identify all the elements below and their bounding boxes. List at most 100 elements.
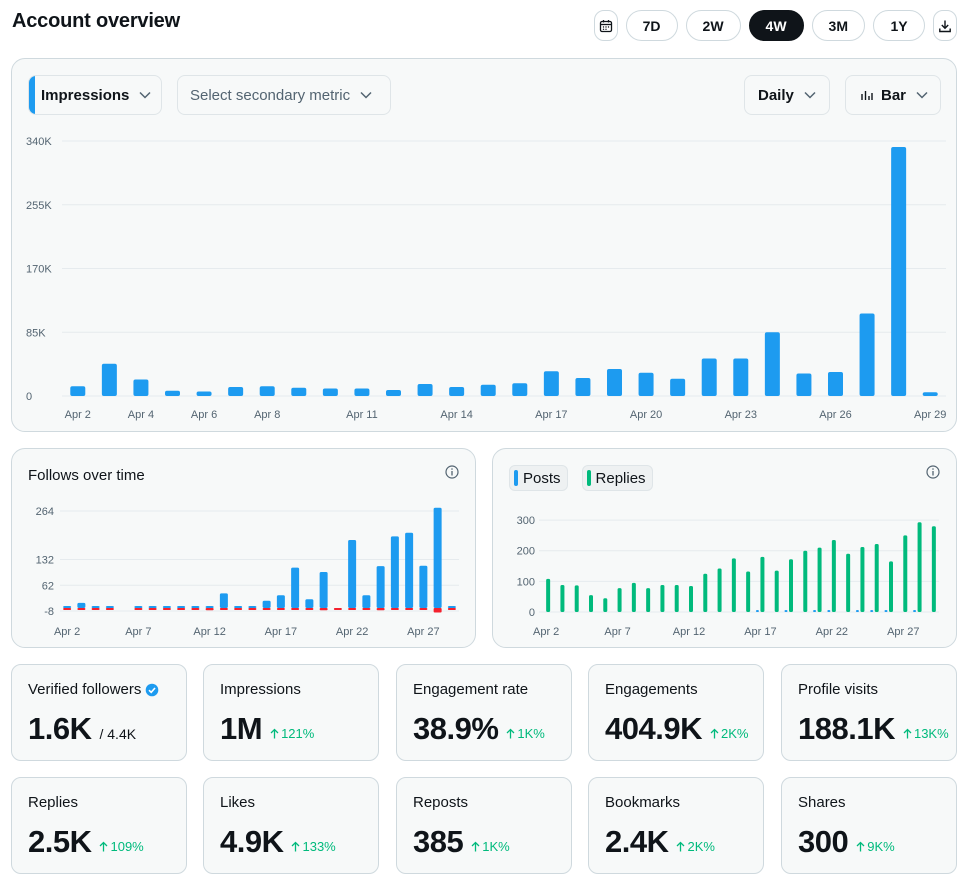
granularity-label: Daily xyxy=(758,86,794,104)
stat-card-verified-followers[interactable]: Verified followers 1.6K / 4.4K xyxy=(11,664,187,761)
arrow-up-icon xyxy=(677,841,685,852)
stat-card-reposts[interactable]: Reposts 385 1K% xyxy=(396,777,572,874)
secondary-metric-placeholder: Select secondary metric xyxy=(190,86,351,104)
legend-posts[interactable]: Posts xyxy=(509,465,568,491)
y-tick-label: 132 xyxy=(36,555,54,567)
bar-follows xyxy=(390,536,399,609)
legend-replies[interactable]: Replies xyxy=(581,465,653,491)
bar-unfollows xyxy=(419,608,428,611)
stat-change-value: 1K% xyxy=(517,726,545,741)
stat-card-shares[interactable]: Shares 300 9K% xyxy=(781,777,957,874)
chevron-down-icon xyxy=(916,91,928,99)
bar-replies xyxy=(703,573,708,612)
range-3m-button[interactable]: 3M xyxy=(811,10,865,41)
x-tick-label: Apr 2 xyxy=(54,626,80,638)
y-tick-label: 0 xyxy=(26,391,32,403)
bar-replies xyxy=(817,547,822,612)
bar-follows xyxy=(234,606,243,609)
bar-unfollows xyxy=(77,608,86,611)
stat-label: Shares xyxy=(798,794,846,811)
y-tick-label: 62 xyxy=(42,580,54,592)
bar-follows xyxy=(405,532,414,609)
x-tick-label: Apr 29 xyxy=(914,409,946,421)
impressions-chart: 0 85K 170K 255K 340K Apr 2 Apr 4 Apr 6 Apr 8 Apr … xyxy=(26,136,946,421)
replies-swatch xyxy=(586,470,591,486)
range-4w-button[interactable]: 4W xyxy=(748,10,804,41)
stat-label-text: Profile visits xyxy=(798,681,879,698)
stat-value: 1M xyxy=(220,711,263,746)
info-icon[interactable] xyxy=(926,465,940,479)
stat-card-likes[interactable]: Likes 4.9K 133% xyxy=(203,777,379,874)
stat-value: 4.9K xyxy=(220,824,284,859)
stat-card-impressions[interactable]: Impressions 1M 121% xyxy=(203,664,379,761)
page-title: Account overview xyxy=(12,10,180,32)
bar-replies xyxy=(760,556,765,612)
bar-replies xyxy=(731,558,736,612)
chevron-down-icon xyxy=(804,91,816,99)
bar-follows xyxy=(305,599,314,609)
bar xyxy=(891,147,907,396)
stat-label-text: Replies xyxy=(28,794,79,811)
chart-type-label: Bar xyxy=(881,86,907,104)
stat-card-replies[interactable]: Replies 2.5K 109% xyxy=(11,777,187,874)
bar-unfollows xyxy=(191,608,200,611)
range-7d-button[interactable]: 7D xyxy=(625,10,678,41)
bar-posts xyxy=(884,610,888,612)
stat-label-text: Engagements xyxy=(605,681,698,698)
bar xyxy=(543,371,559,396)
stat-change: 133% xyxy=(291,839,336,854)
posts-swatch xyxy=(514,470,518,486)
bar-replies xyxy=(917,522,922,612)
arrow-up-icon xyxy=(856,841,865,852)
granularity-dropdown[interactable]: Daily xyxy=(744,75,830,115)
y-tick-label: 255K xyxy=(26,200,52,212)
x-tick-label: Apr 27 xyxy=(407,626,439,638)
bar-unfollows xyxy=(248,608,257,611)
range-2w-button[interactable]: 2W xyxy=(685,10,741,41)
info-icon[interactable] xyxy=(445,465,459,479)
primary-metric-dropdown[interactable]: Impressions xyxy=(28,75,162,115)
stat-value-row: 2.5K 109% xyxy=(28,824,144,860)
stat-card-engagements[interactable]: Engagements 404.9K 2K% xyxy=(588,664,764,761)
stat-card-bookmarks[interactable]: Bookmarks 2.4K 2K% xyxy=(588,777,764,874)
stat-change: 2K% xyxy=(676,839,715,854)
stat-value-row: 2.4K 2K% xyxy=(605,824,715,860)
bar xyxy=(165,390,180,396)
arrow-up-icon xyxy=(903,728,912,739)
arrow-up-icon xyxy=(471,841,480,852)
stat-value: 300 xyxy=(798,824,849,859)
x-tick-label: Apr 8 xyxy=(254,409,280,421)
download-button[interactable] xyxy=(933,10,957,41)
stat-card-engagement-rate[interactable]: Engagement rate 38.9% 1K% xyxy=(396,664,572,761)
stat-card-profile-visits[interactable]: Profile visits 188.1K 13K% xyxy=(781,664,957,761)
range-1y-button[interactable]: 1Y xyxy=(873,10,925,41)
bar-replies xyxy=(931,526,936,612)
bar-follows xyxy=(63,606,72,609)
date-range-selector: 7D 2W 4W 3M 1Y xyxy=(593,10,957,41)
bar xyxy=(386,390,401,396)
bar xyxy=(291,387,307,396)
calendar-button[interactable] xyxy=(593,10,618,41)
chart-type-dropdown[interactable]: Bar xyxy=(845,75,941,115)
bar xyxy=(575,378,591,396)
secondary-metric-dropdown[interactable]: Select secondary metric xyxy=(177,75,391,115)
stat-change: 1K% xyxy=(471,839,510,854)
bar-replies xyxy=(889,561,893,612)
stat-label: Bookmarks xyxy=(605,794,680,811)
bar xyxy=(922,392,938,396)
bar-posts xyxy=(755,610,759,612)
bar-replies xyxy=(789,559,793,612)
stat-change-value: 1K% xyxy=(482,839,510,854)
bar xyxy=(733,358,749,396)
stat-label: Verified followers xyxy=(28,681,159,698)
stat-label-text: Likes xyxy=(220,794,256,811)
bar-replies xyxy=(617,588,622,612)
posts-replies-chart-card: Posts Replies 0 100 200 300 Apr 2 Apr 7 Apr 12… xyxy=(492,448,957,648)
stat-value-row: 385 1K% xyxy=(413,824,510,860)
stat-value-row: 188.1K 13K% xyxy=(798,711,949,747)
bar-replies xyxy=(589,595,593,612)
posts-replies-chart: 0 100 200 300 Apr 2 Apr 7 Apr 12 Apr 17 Apr 22 Ap… xyxy=(517,515,939,638)
bar-follows xyxy=(447,606,456,609)
bar-replies xyxy=(546,578,551,612)
download-icon xyxy=(939,20,951,32)
